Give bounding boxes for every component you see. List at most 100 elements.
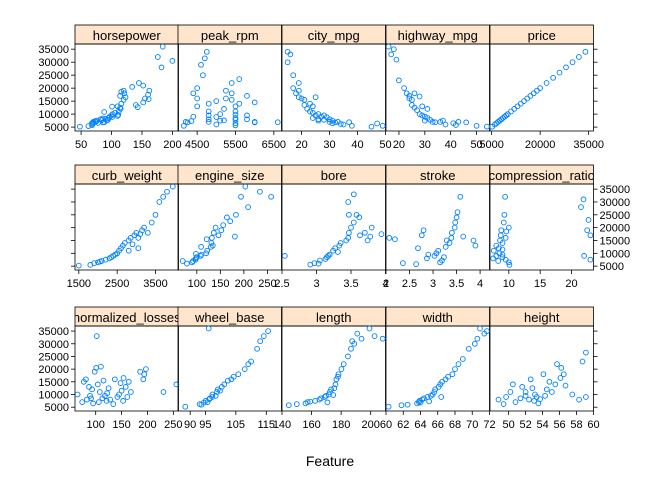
data-point	[326, 391, 332, 398]
data-point	[318, 395, 324, 402]
data-point	[371, 333, 378, 339]
x-tick-label: 20	[295, 139, 307, 151]
data-point	[327, 389, 333, 395]
data-point	[330, 392, 337, 398]
data-point	[312, 112, 319, 119]
data-point	[232, 233, 238, 240]
data-point	[235, 371, 242, 378]
data-point	[127, 235, 134, 241]
data-point	[238, 193, 244, 200]
data-point	[242, 183, 249, 190]
data-point	[217, 117, 224, 124]
data-point	[514, 103, 521, 110]
data-point	[179, 258, 186, 264]
panel-height: height 50 52 54 56 58 60	[489, 306, 600, 431]
y-tick-label: 20000	[38, 83, 69, 95]
data-point	[120, 398, 126, 404]
x-tick-label: 140	[273, 419, 291, 431]
data-point	[265, 328, 271, 334]
x-tick-label: 150	[112, 419, 130, 431]
data-point	[393, 56, 400, 63]
data-point	[578, 204, 584, 210]
y-tick-label: 35000	[38, 326, 69, 338]
panel-grid: horsepower 50 100 150 200 peak_rpm 4500 5500 650…	[67, 24, 604, 431]
data-point	[507, 389, 514, 395]
data-point	[257, 338, 264, 345]
x-tick-label: 250	[164, 419, 182, 431]
data-point	[495, 258, 502, 264]
data-point	[105, 116, 111, 123]
data-point	[83, 376, 89, 383]
strip-label: height	[524, 310, 560, 325]
data-point	[194, 95, 201, 102]
data-point	[340, 361, 347, 367]
y-tick-label: 10000	[38, 390, 69, 402]
data-point	[543, 386, 550, 393]
x-tick-label: 200	[163, 139, 181, 151]
data-point	[79, 399, 86, 405]
data-point	[581, 253, 587, 259]
data-point	[212, 392, 219, 399]
x-tick-label: 150	[211, 278, 229, 290]
data-point	[287, 51, 294, 58]
x-tick-label: 250	[258, 278, 276, 290]
data-point	[385, 403, 392, 410]
data-point	[526, 396, 532, 403]
data-point	[428, 392, 434, 399]
data-point	[501, 211, 508, 218]
strip-label: normalized_losses	[73, 310, 181, 325]
data-point	[232, 122, 239, 129]
x-tick-label: 40	[351, 139, 363, 151]
data-point	[338, 366, 345, 372]
data-point	[223, 87, 229, 94]
x-tick-label: 2	[383, 278, 389, 290]
data-point	[500, 401, 507, 407]
data-point	[401, 85, 407, 91]
x-tick-label: 4	[477, 278, 483, 290]
data-point	[421, 395, 427, 402]
data-point	[257, 188, 263, 195]
data-point	[284, 59, 291, 66]
data-point	[260, 333, 267, 339]
data-point	[290, 72, 297, 79]
data-point	[552, 381, 559, 388]
data-point	[326, 119, 333, 125]
data-point	[505, 224, 512, 231]
data-point	[190, 90, 197, 97]
y-tick-label: 5000	[600, 261, 624, 273]
panel-frame	[385, 43, 490, 132]
data-point	[193, 254, 200, 261]
panel-frame	[489, 325, 594, 412]
data-point	[396, 77, 402, 84]
x-tick-label: 105	[227, 419, 245, 431]
strip-label: price	[528, 28, 556, 43]
data-point	[498, 227, 505, 234]
strip-label: peak_rpm	[201, 28, 259, 43]
data-point	[109, 103, 115, 110]
data-point	[122, 94, 129, 101]
data-point	[378, 231, 385, 237]
data-point	[218, 227, 225, 234]
panel-peak-rpm: peak_rpm 4500 5500 6500	[177, 24, 286, 151]
data-point	[99, 115, 106, 122]
x-tick-label: 100	[102, 139, 120, 151]
strip-label: highway_mpg	[398, 28, 478, 43]
data-point	[368, 224, 375, 231]
x-tick-label: 115	[258, 419, 276, 431]
data-point	[404, 401, 411, 408]
data-point	[220, 222, 227, 228]
strip-label: city_mpg	[308, 28, 360, 43]
x-tick-label: 5500	[223, 139, 247, 151]
data-point	[145, 96, 152, 102]
data-point	[484, 123, 490, 130]
data-point	[324, 399, 331, 406]
data-point	[470, 237, 477, 244]
data-point	[159, 43, 166, 50]
data-point	[205, 100, 212, 107]
data-point	[203, 236, 210, 243]
data-point	[213, 98, 220, 104]
data-point	[524, 95, 531, 102]
data-point	[335, 371, 342, 378]
data-point	[95, 399, 102, 405]
data-point	[505, 259, 512, 266]
